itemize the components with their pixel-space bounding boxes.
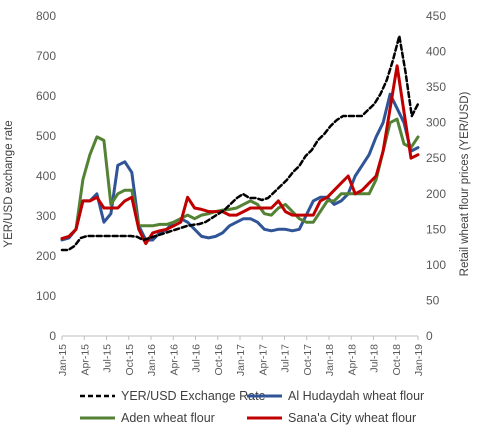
series-line-al-hudaydah-wheat-flour: [60, 92, 420, 242]
y-tick-label-right: 50: [426, 293, 440, 307]
axes: [61, 335, 419, 340]
y-tick-label-right: 250: [426, 151, 446, 165]
y-tick-label-left: 400: [36, 169, 56, 183]
y-tick-label-left: 800: [36, 9, 56, 23]
x-tick-label: Jan-17: [235, 344, 247, 376]
y-axis-title-right: Retail wheat flour prices (YER/USD): [459, 91, 471, 276]
y-tick-label-right: 400: [426, 45, 446, 59]
x-tick-label: Jul-17: [280, 344, 292, 373]
series-lines: [60, 34, 420, 252]
series-line-sana-a-city-wheat-flour: [60, 64, 420, 246]
y-tick-label-left: 500: [36, 129, 56, 143]
legend-label-sanaa: Sana'a City wheat flour: [288, 411, 416, 425]
x-tick-label: Apr-17: [257, 344, 269, 376]
y-tick-label-right: 150: [426, 222, 446, 236]
x-tick-label: Jul-16: [191, 344, 203, 373]
x-tick-label: Jul-15: [102, 344, 114, 373]
y-tick-label-right: 300: [426, 116, 446, 130]
y-tick-label-left: 300: [36, 209, 56, 223]
legend-label-exchange-rate: YER/USD Exchange Rate: [121, 389, 266, 403]
y-tick-label-right: 0: [426, 329, 433, 343]
legend-label-al-hudaydah: Al Hudaydah wheat flour: [288, 389, 424, 403]
x-tick-label: Oct-17: [302, 344, 314, 376]
series-line-aden-wheat-flour: [60, 117, 420, 241]
series-line-yer-usd-exchange-rate: [60, 34, 420, 252]
x-tick-label: Jan-18: [324, 344, 336, 376]
y-tick-label-left: 600: [36, 89, 56, 103]
x-tick-label: Jul-18: [369, 344, 381, 373]
x-tick-label: Apr-16: [168, 344, 180, 376]
y-tick-label-right: 100: [426, 258, 446, 272]
legend: YER/USD Exchange Rate Al Hudaydah wheat …: [80, 389, 424, 425]
y-tick-label-right: 450: [426, 9, 446, 23]
x-tick-label: Oct-18: [391, 344, 403, 376]
tick-labels: Jan-15 Apr-15 Jul-15 Oct-15 Jan-16 Apr-16 Jul-…: [36, 9, 446, 376]
x-tick-label: Oct-16: [213, 344, 225, 376]
x-tick-label: Apr-15: [79, 344, 91, 376]
y-tick-label-left: 700: [36, 49, 56, 63]
x-tick-label: Jan-15: [57, 344, 69, 376]
x-tick-label: Oct-15: [124, 344, 136, 376]
y-tick-label-left: 200: [36, 249, 56, 263]
x-tick-label: Jan-16: [146, 344, 158, 376]
y-tick-label-right: 350: [426, 80, 446, 94]
y-tick-label-left: 100: [36, 289, 56, 303]
x-tick-label: Apr-18: [346, 344, 358, 376]
x-tick-label: Jan-19: [413, 344, 425, 376]
y-tick-label-right: 200: [426, 187, 446, 201]
y-axis-title-left: YER/USD exchange rate: [3, 120, 15, 247]
y-tick-label-left: 0: [49, 329, 56, 343]
legend-label-aden: Aden wheat flour: [121, 411, 215, 425]
